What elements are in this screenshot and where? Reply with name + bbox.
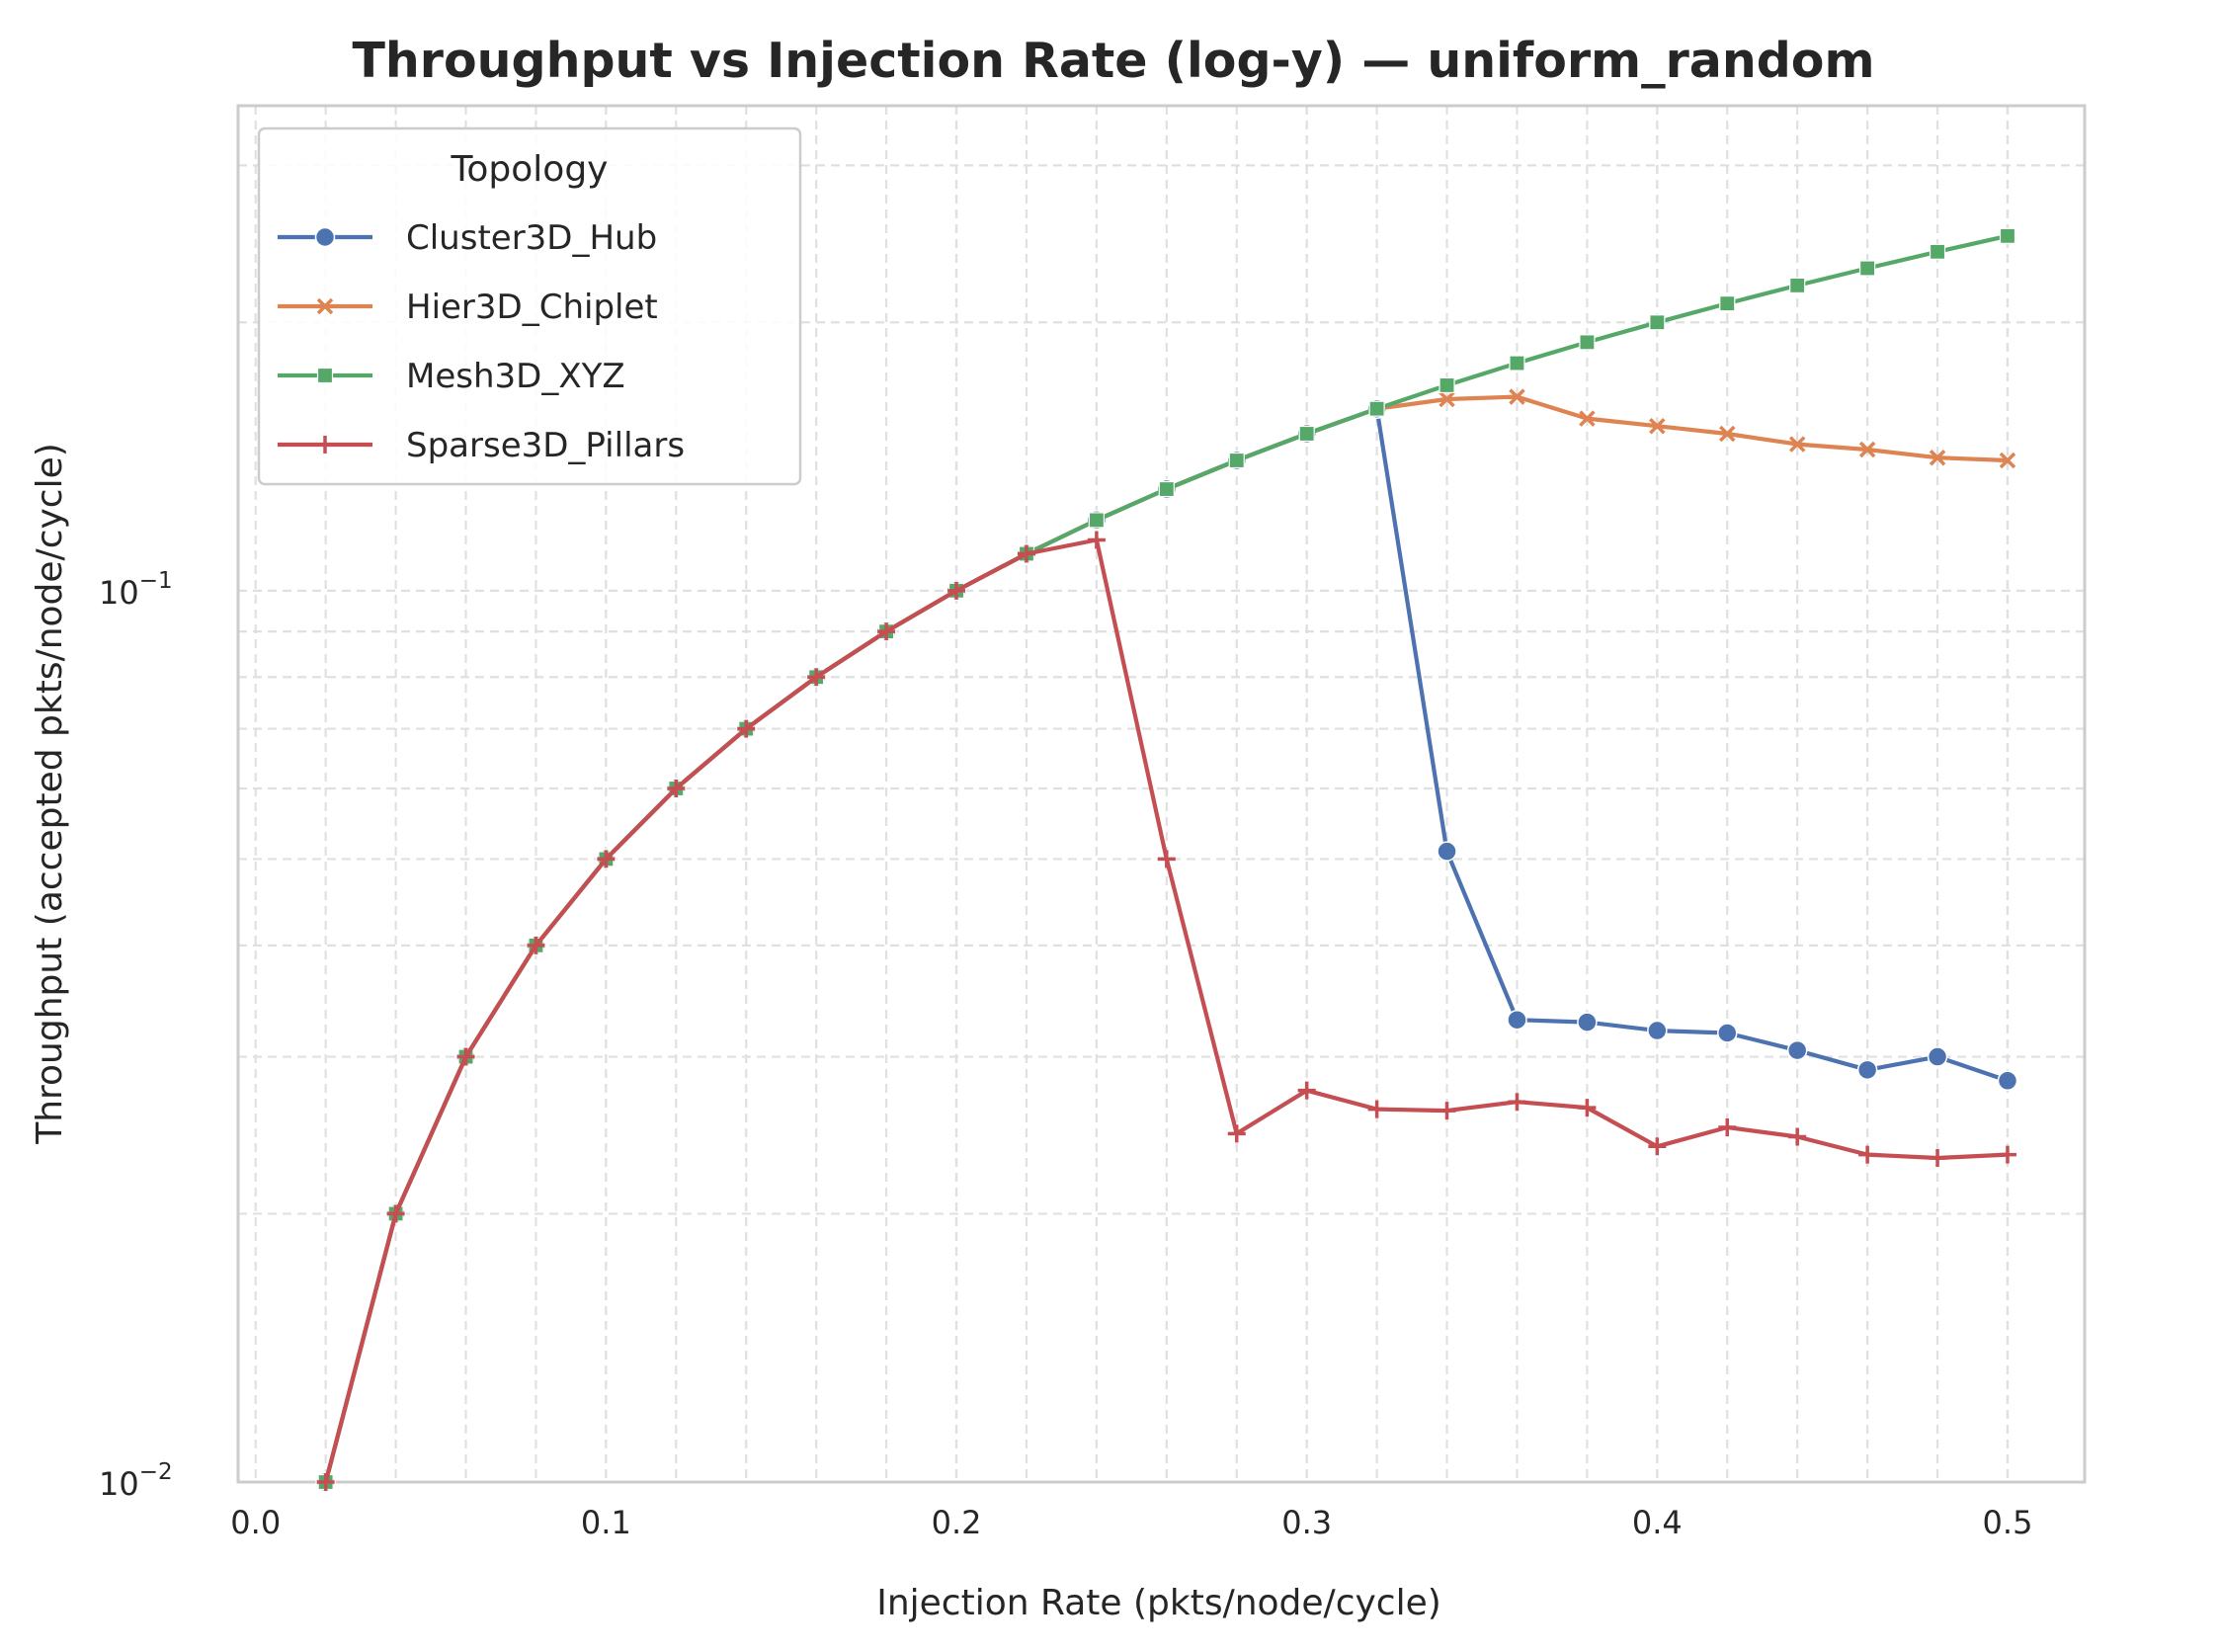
data-point: [1157, 850, 1176, 868]
y-tick-label: 10−1: [99, 568, 173, 612]
legend-swatch-marker: [314, 226, 336, 248]
data-point: [1718, 1117, 1737, 1136]
data-point: [1227, 1124, 1246, 1143]
data-point: [1298, 425, 1315, 443]
data-point: [1786, 1039, 1808, 1061]
data-point: [1507, 1009, 1527, 1031]
x-tick-label: 0.2: [932, 1504, 982, 1541]
data-point: [1649, 417, 1666, 435]
data-point: [1367, 1100, 1386, 1118]
data-point: [1158, 480, 1175, 498]
data-point: [1719, 295, 1736, 312]
x-tick-label: 0.4: [1632, 1504, 1683, 1541]
data-point: [1439, 376, 1455, 394]
x-tick-label: 0.3: [1281, 1504, 1332, 1541]
data-point: [1929, 243, 1946, 260]
legend-label: Mesh3D_XYZ: [406, 357, 625, 396]
data-point: [1788, 436, 1806, 453]
data-point: [1719, 425, 1736, 443]
data-point: [527, 936, 545, 954]
data-point: [877, 622, 896, 641]
y-tick-label: 10−2: [99, 1459, 173, 1503]
data-point: [1717, 1023, 1738, 1043]
series-Sparse3D_Pillars: [316, 531, 2016, 1491]
data-point: [1997, 1070, 2018, 1092]
data-point: [1998, 1145, 2016, 1164]
legend-label: Cluster3D_Hub: [406, 218, 657, 258]
data-point: [667, 779, 686, 797]
legend: Topology Cluster3D_Hub Hier3D_Chiplet Mesh…: [257, 126, 802, 486]
legend-entry: Sparse3D_Pillars: [278, 426, 685, 465]
data-point: [1437, 841, 1457, 862]
x-tick-label: 0.5: [1983, 1504, 2033, 1541]
legend-swatch-marker: [316, 367, 334, 384]
data-point: [1368, 400, 1385, 417]
x-tick-labels: 0.0 0.1 0.2 0.3 0.4 0.5: [230, 1504, 2032, 1541]
data-point: [1509, 355, 1525, 372]
legend-title: Topology: [451, 149, 609, 190]
legend-swatch-marker: [316, 436, 334, 454]
data-point: [1999, 452, 2016, 469]
data-point: [1017, 544, 1035, 563]
data-point: [1788, 1127, 1807, 1146]
data-point: [1929, 449, 1946, 466]
legend-swatch-marker: [316, 297, 334, 315]
legend-box: [257, 126, 802, 486]
data-point: [1509, 388, 1525, 405]
data-point: [597, 850, 616, 868]
data-point: [1649, 314, 1666, 331]
x-tick-label: 0.1: [581, 1504, 631, 1541]
data-point: [1088, 512, 1105, 529]
data-point: [1648, 1137, 1667, 1156]
data-point: [1228, 452, 1245, 469]
x-axis-label: Injection Rate (pkts/node/cycle): [876, 1583, 1441, 1623]
data-point: [1297, 1081, 1316, 1100]
data-point: [1579, 410, 1596, 427]
legend-entries: Cluster3D_Hub Hier3D_Chiplet Mesh3D_XYZ Spa…: [278, 218, 685, 465]
data-point: [1858, 1145, 1877, 1164]
data-point: [1789, 277, 1806, 294]
data-point: [737, 719, 756, 738]
data-point: [1859, 260, 1876, 277]
data-point: [456, 1047, 475, 1066]
data-point: [1577, 1012, 1598, 1032]
legend-label: Sparse3D_Pillars: [406, 426, 685, 465]
x-tick-label: 0.0: [230, 1504, 281, 1541]
data-point: [1858, 441, 1876, 458]
data-point: [947, 581, 966, 600]
data-point: [1927, 1046, 1948, 1067]
legend-entry: Hier3D_Chiplet: [278, 288, 658, 327]
data-point: [1579, 334, 1596, 351]
data-point: [1508, 1093, 1526, 1112]
data-point: [1087, 531, 1106, 549]
series-layer: [315, 227, 2018, 1493]
y-tick-labels: 10−2 10−1: [99, 568, 173, 1503]
data-point: [1929, 1148, 1947, 1167]
data-point: [316, 1473, 335, 1491]
plot-frame: [236, 104, 2087, 1484]
legend-label: Hier3D_Chiplet: [406, 288, 658, 327]
legend-entry: Cluster3D_Hub: [278, 218, 657, 258]
data-point: [807, 668, 826, 687]
data-point: [1438, 1102, 1456, 1120]
data-point: [1856, 1059, 1878, 1081]
data-point: [1647, 1020, 1668, 1041]
legend-entry: Mesh3D_XYZ: [278, 357, 625, 396]
data-point: [1999, 227, 2016, 244]
data-point: [1439, 390, 1455, 408]
data-point: [1578, 1099, 1597, 1117]
y-axis-label: Throughput (accepted pkts/node/cycle): [30, 443, 70, 1145]
data-point: [386, 1204, 405, 1223]
chart-title: Throughput vs Injection Rate (log-y) — u…: [352, 33, 1874, 89]
